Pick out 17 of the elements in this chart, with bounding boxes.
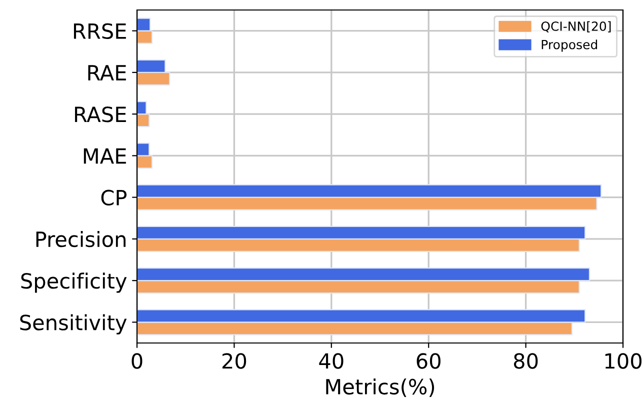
y-tick-label: RASE bbox=[75, 106, 126, 122]
x-tick-label: 100 bbox=[605, 353, 642, 369]
y-tick-label: Precision bbox=[36, 231, 126, 248]
x-tick-label: 60 bbox=[416, 353, 440, 369]
x-tick-label: 20 bbox=[222, 353, 246, 369]
x-tick-label: 0 bbox=[132, 353, 142, 369]
y-tick-label: MAE bbox=[84, 148, 126, 164]
y-tick-label: Sensitivity bbox=[20, 314, 127, 334]
x-tick-label: 40 bbox=[319, 353, 344, 369]
y-tick-label: Specificity bbox=[21, 272, 127, 293]
x-axis-title: Metrics(%) bbox=[326, 378, 434, 398]
x-tick-label: 80 bbox=[514, 353, 538, 369]
y-tick-label: RRSE bbox=[74, 23, 126, 40]
y-tick-label: CP bbox=[101, 190, 127, 206]
legend-label: QCI-NN[20] bbox=[541, 21, 611, 32]
y-tick-label: RAE bbox=[88, 65, 126, 80]
legend-label: Proposed bbox=[542, 40, 598, 52]
